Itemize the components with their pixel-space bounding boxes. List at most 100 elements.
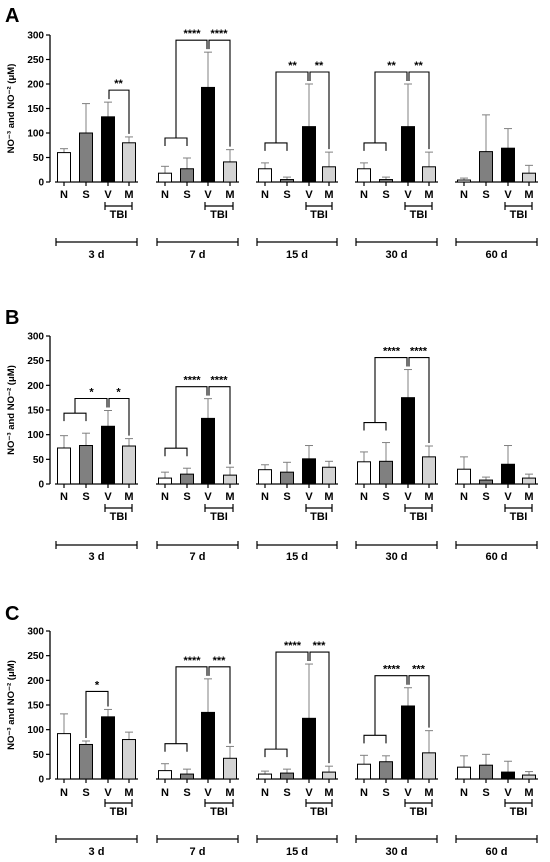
bar-N-3d bbox=[57, 447, 71, 485]
y-tick-label: 300 bbox=[27, 332, 44, 343]
x-tick-label: M bbox=[324, 787, 333, 799]
group-label: 7 d bbox=[190, 846, 206, 858]
sig-bracket bbox=[408, 675, 430, 728]
bar-N-3d bbox=[57, 733, 71, 780]
sig-stars: * bbox=[89, 386, 94, 398]
bar-M-7d bbox=[223, 474, 237, 485]
y-tick-label: 100 bbox=[27, 725, 44, 736]
group-label: 3 d bbox=[89, 846, 105, 858]
x-tick-label: N bbox=[60, 787, 68, 799]
y-axis-label: NO⁻³ and NO⁻² (μM) bbox=[6, 64, 17, 154]
bar-N-3d bbox=[57, 152, 71, 183]
y-axis-label: NO⁻³ and NO⁻² (μM) bbox=[6, 660, 17, 750]
bar-V-7d bbox=[201, 417, 215, 485]
x-tick-label: N bbox=[261, 787, 269, 799]
x-tick-label: M bbox=[225, 491, 234, 503]
group-label: 30 d bbox=[385, 249, 407, 261]
sig-bracket bbox=[309, 651, 330, 764]
x-tick-label: N bbox=[60, 189, 68, 201]
x-tick-label: N bbox=[161, 189, 169, 201]
bar-M-7d bbox=[223, 757, 237, 780]
bar-V-30d bbox=[401, 705, 415, 780]
sig-stars: ** bbox=[114, 78, 123, 90]
x-tick-label: S bbox=[82, 491, 89, 503]
bar-M-15d bbox=[322, 466, 336, 485]
bar-N-15d bbox=[258, 469, 272, 485]
sig-stars: *** bbox=[412, 664, 426, 676]
sig-bracket bbox=[175, 386, 208, 449]
tbi-label: TBI bbox=[410, 209, 428, 221]
x-tick-label: N bbox=[460, 787, 468, 799]
y-tick-label: 0 bbox=[38, 178, 44, 189]
bar-V-3d bbox=[101, 716, 115, 780]
group-label: 7 d bbox=[190, 551, 206, 563]
x-tick-label: S bbox=[482, 491, 489, 503]
y-tick-label: 50 bbox=[33, 153, 45, 164]
sig-subbracket bbox=[63, 412, 87, 422]
group-label: 60 d bbox=[485, 846, 507, 858]
x-tick-label: N bbox=[161, 787, 169, 799]
y-tick-label: 0 bbox=[38, 480, 44, 491]
bar-V-7d bbox=[201, 86, 215, 183]
bar-M-15d bbox=[322, 166, 336, 183]
bar-V-15d bbox=[302, 126, 316, 183]
y-tick-label: 100 bbox=[27, 430, 44, 441]
y-tick-label: 250 bbox=[27, 356, 44, 367]
x-tick-label: M bbox=[324, 491, 333, 503]
x-tick-label: M bbox=[524, 787, 533, 799]
tbi-label: TBI bbox=[110, 806, 128, 818]
group-label: 7 d bbox=[190, 249, 206, 261]
x-tick-label: M bbox=[424, 491, 433, 503]
x-tick-label: V bbox=[104, 787, 112, 799]
x-tick-label: S bbox=[482, 787, 489, 799]
panel-letter: C bbox=[5, 603, 19, 625]
group-label: 3 d bbox=[89, 551, 105, 563]
x-tick-label: S bbox=[283, 787, 290, 799]
bar-V-3d bbox=[101, 425, 115, 485]
y-tick-label: 200 bbox=[27, 80, 44, 91]
y-tick-label: 150 bbox=[27, 701, 44, 712]
sig-bracket bbox=[74, 397, 108, 414]
bar-S-60d bbox=[479, 151, 493, 183]
bar-M-3d bbox=[122, 445, 136, 485]
sig-stars: **** bbox=[183, 655, 201, 667]
sig-bracket bbox=[408, 356, 430, 444]
sig-bracket bbox=[408, 71, 430, 150]
sig-bracket bbox=[374, 71, 408, 143]
x-tick-label: N bbox=[460, 491, 468, 503]
bar-V-30d bbox=[401, 397, 415, 485]
sig-stars: *** bbox=[213, 655, 227, 667]
group-label: 30 d bbox=[385, 846, 407, 858]
bar-S-60d bbox=[479, 479, 493, 485]
sig-stars: ** bbox=[288, 60, 297, 72]
sig-bracket bbox=[309, 71, 330, 150]
x-tick-label: N bbox=[360, 189, 368, 201]
sig-stars: **** bbox=[383, 346, 401, 358]
sig-bracket bbox=[374, 675, 408, 736]
sig-stars: **** bbox=[183, 28, 201, 40]
sig-stars: **** bbox=[183, 375, 201, 387]
sig-bracket bbox=[175, 666, 208, 744]
x-tick-label: M bbox=[424, 787, 433, 799]
sig-subbracket bbox=[363, 422, 387, 431]
tbi-label: TBI bbox=[410, 806, 428, 818]
bar-S-3d bbox=[79, 743, 93, 780]
x-tick-label: V bbox=[305, 491, 313, 503]
x-tick-label: M bbox=[225, 189, 234, 201]
x-tick-label: S bbox=[482, 189, 489, 201]
x-tick-label: N bbox=[261, 189, 269, 201]
bar-N-15d bbox=[258, 773, 272, 780]
x-tick-label: S bbox=[183, 189, 190, 201]
bar-N-30d bbox=[357, 461, 371, 485]
bar-S-30d bbox=[379, 179, 393, 183]
sig-subbracket bbox=[363, 142, 387, 151]
sig-bracket bbox=[175, 39, 208, 138]
bar-V-30d bbox=[401, 126, 415, 183]
tbi-label: TBI bbox=[510, 806, 528, 818]
tbi-label: TBI bbox=[310, 511, 328, 523]
x-tick-label: V bbox=[404, 189, 412, 201]
y-tick-label: 50 bbox=[33, 750, 45, 761]
tbi-label: TBI bbox=[210, 511, 228, 523]
